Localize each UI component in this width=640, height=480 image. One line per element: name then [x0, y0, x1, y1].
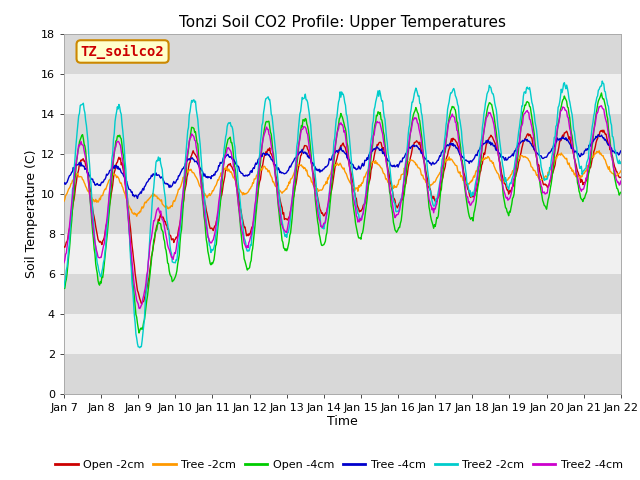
Bar — [64, 114, 621, 154]
Bar — [64, 73, 621, 114]
Bar — [64, 234, 621, 274]
Bar — [64, 193, 621, 234]
Bar — [64, 313, 621, 354]
Y-axis label: Soil Temperature (C): Soil Temperature (C) — [25, 149, 38, 278]
Text: TZ_soilco2: TZ_soilco2 — [81, 44, 164, 59]
Bar — [64, 34, 621, 73]
Bar — [64, 354, 621, 394]
Bar — [64, 274, 621, 313]
Title: Tonzi Soil CO2 Profile: Upper Temperatures: Tonzi Soil CO2 Profile: Upper Temperatur… — [179, 15, 506, 30]
Bar — [64, 154, 621, 193]
Legend: Open -2cm, Tree -2cm, Open -4cm, Tree -4cm, Tree2 -2cm, Tree2 -4cm: Open -2cm, Tree -2cm, Open -4cm, Tree -4… — [51, 456, 627, 474]
X-axis label: Time: Time — [327, 415, 358, 429]
